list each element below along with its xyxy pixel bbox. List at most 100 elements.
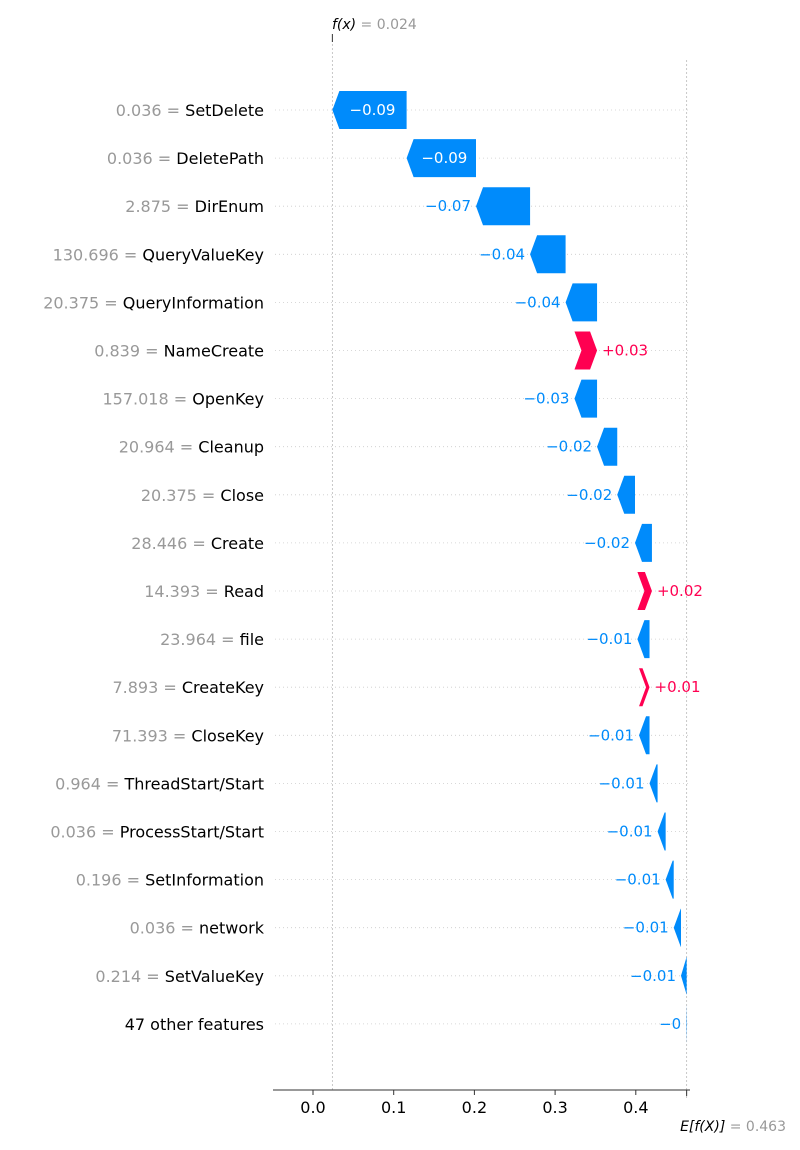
feature-label: 2.875 = DirEnum [125,197,264,216]
feature-value: 0.036 = [107,149,176,168]
expected-value-footer: E[f(X)] = 0.463 [680,1090,786,1135]
feature-name: OpenKey [192,390,264,409]
feature-value: 28.446 = [131,534,211,553]
contribution-bars: −0.09 −0.09 −0.07 −0.04 −0.04 +0.03 −0.03 −0.02… [332,91,703,1043]
x-tick-label: 0.2 [462,1098,487,1117]
feature-label: 23.964 = file [160,630,264,649]
feature-name: ProcessStart/Start [120,823,264,842]
bar-value-label: −0.01 [615,871,661,889]
feature-value: 0.839 = [94,342,163,361]
x-tick-label: 0.3 [542,1098,567,1117]
feature-value: 20.964 = [119,438,199,457]
fx-expression: f(x) [332,17,361,33]
bar-value-label: −0.07 [425,197,471,215]
bar-value-label: −0.01 [588,726,634,744]
feature-name: Read [224,582,264,601]
contribution-bar [530,235,566,274]
contribution-bar [657,812,666,851]
contribution-bar [565,283,598,322]
x-tick-label: 0.4 [623,1098,648,1117]
feature-value: 23.964 = [160,630,240,649]
fx-header: f(x) = 0.024 [331,17,417,42]
feature-label: 0.036 = SetDelete [116,101,264,120]
feature-name: NameCreate [164,342,264,361]
bar-value-label: −0.03 [523,390,569,408]
contribution-bar [597,427,618,466]
bar-value-label: −0.02 [584,534,630,552]
contribution-bar [332,91,407,129]
contribution-bar [665,860,674,899]
feature-value: 157.018 = [103,390,193,409]
feature-value: 71.393 = [112,726,192,745]
x-axis: 0.0 0.1 0.2 0.3 0.4 [273,1089,690,1117]
x-tick-label: 0.1 [381,1098,406,1117]
contribution-bar [639,716,650,755]
feature-label: 130.696 = QueryValueKey [53,245,264,264]
feature-name: DirEnum [195,197,264,216]
feature-name: QueryValueKey [142,245,264,264]
feature-value: 0.964 = [55,774,124,793]
feature-label: 157.018 = OpenKey [103,390,265,409]
feature-label: 20.964 = Cleanup [119,438,264,457]
feature-name: CloseKey [191,726,264,745]
row-gridlines [275,109,688,1025]
bar-value-label: −0.01 [607,823,653,841]
feature-label: 47 other features [125,1015,264,1034]
bar-value-label: −0.01 [599,774,645,792]
feature-value: 20.375 = [43,293,123,312]
feature-label: 71.393 = CloseKey [112,726,264,745]
contribution-bar [574,379,598,418]
feature-name: SetValueKey [165,967,264,986]
feature-name: DeletePath [176,149,264,168]
feature-name: Create [211,534,264,553]
feature-name: ThreadStart/Start [123,774,264,793]
feature-name: network [199,919,265,938]
contribution-bar [634,523,652,562]
feature-value: 2.875 = [125,197,194,216]
bar-value-label: −0.09 [350,101,396,119]
bar-value-label: −0 [659,1015,681,1033]
bar-value-label: +0.02 [657,582,703,600]
feature-label: 0.196 = SetInformation [76,871,264,890]
contribution-bar [673,908,681,947]
feature-label: 14.393 = Read [144,582,264,601]
feature-label: 0.036 = network [130,919,265,938]
feature-name: SetDelete [185,101,264,120]
feature-name: Close [220,486,264,505]
feature-value: 0.196 = [76,871,145,890]
x-tick-label: 0.0 [300,1098,325,1117]
feature-name: CreateKey [182,678,264,697]
feature-value: 14.393 = [144,582,224,601]
bar-value-label: −0.01 [586,630,632,648]
contribution-bar [680,956,687,995]
bar-value-label: −0.02 [546,438,592,456]
feature-value: 7.893 = [112,678,181,697]
contribution-bar [637,572,652,610]
contribution-bar [617,475,635,514]
feature-name: SetInformation [145,871,264,890]
contribution-bar [639,668,650,707]
contribution-bar [406,139,477,178]
bar-value-label: −0.01 [630,967,676,985]
feature-label: 0.036 = DeletePath [107,149,264,168]
feature-name: Cleanup [198,438,264,457]
feature-label: 0.839 = NameCreate [94,342,264,361]
feature-value: 0.036 = [130,919,199,938]
bar-value-label: −0.04 [479,245,525,263]
contribution-bar [574,331,598,370]
contribution-bar [476,187,531,226]
feature-value: 0.214 = [95,967,164,986]
feature-label: 0.964 = ThreadStart/Start [55,774,264,793]
bar-value-label: +0.03 [602,342,648,360]
bar-value-label: +0.01 [655,678,701,696]
expected-value-value: = 0.463 [730,1119,786,1135]
expected-value-label: E[f(X)] = 0.463 [680,1119,786,1135]
feature-label: 0.036 = ProcessStart/Start [50,823,264,842]
feature-value: 0.036 = [50,823,119,842]
feature-value: 20.375 = [141,486,221,505]
feature-value: 130.696 = [53,245,143,264]
bar-value-label: −0.01 [623,919,669,937]
expected-value-expression: E[f(X)] [680,1119,730,1135]
feature-name: QueryInformation [123,293,264,312]
